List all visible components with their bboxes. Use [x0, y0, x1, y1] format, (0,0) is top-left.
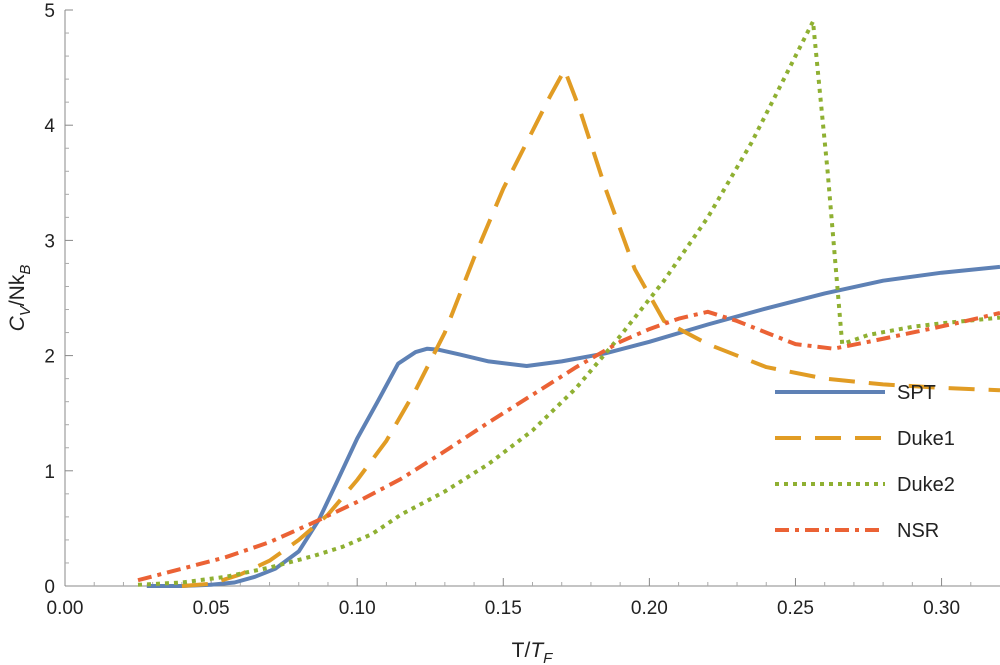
- legend-label-duke1: Duke1: [897, 428, 955, 450]
- series-line-duke1: [181, 67, 1000, 588]
- y-tick-label: 3: [44, 231, 55, 252]
- y-ticks: 0 1 2 3 4 5: [44, 1, 73, 598]
- series-layer: [137, 19, 1000, 588]
- y-tick-label: 0: [44, 577, 55, 598]
- axes: [64, 10, 1000, 587]
- x-axis-label: T/TF: [512, 639, 554, 665]
- x-tick-label: 0.15: [485, 598, 522, 619]
- legend: SPT Duke1 Duke2 NSR: [775, 382, 955, 542]
- legend-label-nsr: NSR: [897, 520, 939, 542]
- series-line-spt: [146, 264, 1000, 588]
- x-tick-label: 0.10: [339, 598, 376, 619]
- y-tick-label: 4: [44, 116, 55, 137]
- legend-label-spt: SPT: [897, 382, 936, 404]
- x-tick-label: 0.05: [193, 598, 230, 619]
- series-line-duke2: [137, 19, 1000, 587]
- x-tick-label: 0.25: [777, 598, 814, 619]
- y-tick-label: 5: [44, 1, 55, 22]
- y-axis-label: CV/NkB: [6, 265, 34, 332]
- x-tick-label: 0.20: [631, 598, 668, 619]
- series-line-nsr: [137, 309, 1000, 583]
- x-tick-label: 0.30: [923, 598, 960, 619]
- x-tick-label: 0.00: [47, 598, 84, 619]
- y-tick-label: 1: [44, 462, 55, 483]
- legend-label-duke2: Duke2: [897, 474, 955, 496]
- y-tick-label: 2: [44, 347, 55, 368]
